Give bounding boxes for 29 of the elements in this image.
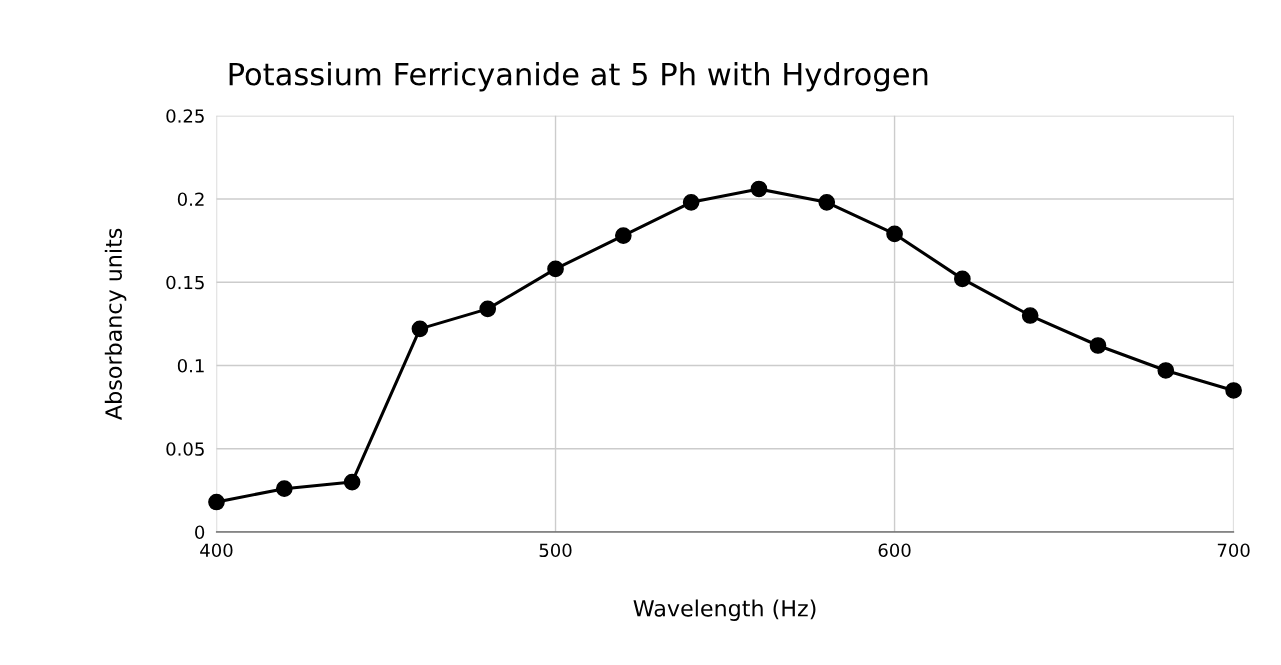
point (411, 320, 429, 338)
y-tick-label: 0.25 (166, 109, 204, 123)
point (1157, 362, 1175, 379)
point (1089, 337, 1107, 354)
point (479, 300, 497, 318)
point (1225, 382, 1242, 399)
y-tick-label: 0.1 (177, 358, 204, 373)
point (275, 480, 293, 498)
chart-title: Potassium Ferricyanide at 5 Ph with Hydrogen (229, 61, 928, 92)
point (954, 270, 971, 288)
y-tick-label: 0.15 (166, 275, 204, 290)
point (1021, 307, 1039, 324)
y-axis-title: Absorbancy units (104, 228, 127, 420)
point (208, 493, 225, 511)
point (615, 227, 632, 244)
point (750, 180, 768, 198)
x-axis-title: Wavelength (Hz) (633, 599, 816, 621)
y-tick-label: 0.2 (177, 192, 204, 207)
x-tick-label: 400 (200, 543, 233, 558)
y-tick-label: 0.05 (166, 442, 204, 456)
point (818, 193, 836, 211)
x-tick-label: 700 (1217, 543, 1250, 558)
point (886, 225, 903, 243)
point (547, 260, 564, 278)
x-tick-label: 500 (539, 543, 572, 558)
point (682, 193, 700, 211)
y-tick-label: 0 (195, 525, 205, 540)
point (343, 473, 361, 491)
x-tick-label: 600 (878, 543, 911, 558)
